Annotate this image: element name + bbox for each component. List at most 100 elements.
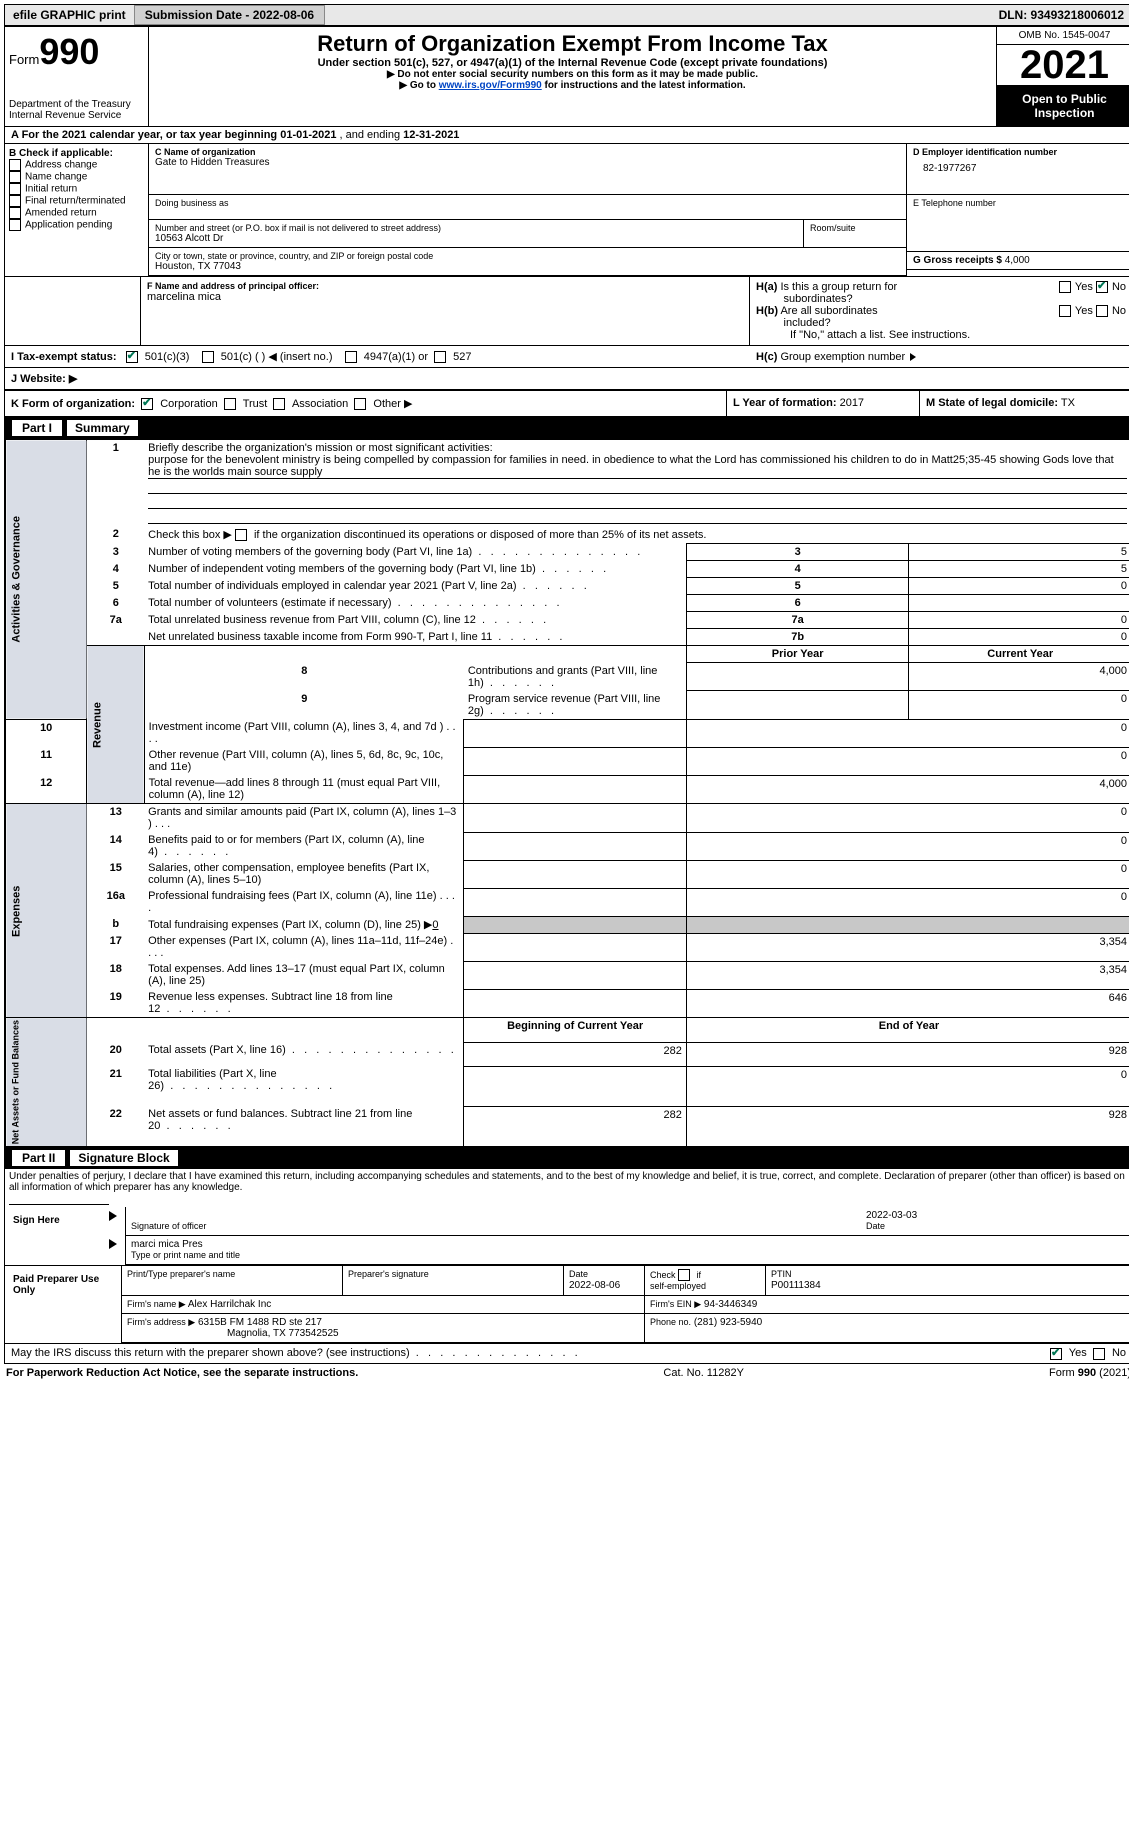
cb-527[interactable] (434, 351, 446, 363)
cb-name-change[interactable] (9, 171, 21, 183)
hb-note: If "No," attach a list. See instructions… (756, 329, 1126, 341)
sign-here-label: Sign Here (5, 1207, 101, 1265)
firm-addr1: 6315B FM 1488 RD ste 217 (198, 1317, 322, 1328)
cb-4947[interactable] (345, 351, 357, 363)
cb-discuss-no[interactable] (1093, 1348, 1105, 1360)
v12c: 4,000 (686, 775, 1129, 804)
paid-preparer-label: Paid Preparer Use Only (5, 1266, 122, 1343)
v21e: 0 (686, 1066, 1129, 1106)
footer-right: Form 990 (2021) (1049, 1367, 1129, 1379)
firm-phone: (281) 923-5940 (694, 1317, 762, 1328)
officer-typed-name: marci mica Pres (131, 1239, 203, 1250)
cb-association[interactable] (273, 398, 285, 410)
side-ag: Activities & Governance (6, 440, 87, 720)
cb-other[interactable] (354, 398, 366, 410)
cb-discontinued[interactable] (235, 529, 247, 541)
cb-ha-no[interactable] (1096, 281, 1108, 293)
form-number: 990 (39, 31, 99, 72)
street-address: 10563 Alcott Dr (155, 233, 797, 244)
subtitle-3: ▶ Go to www.irs.gov/Form990 for instruct… (153, 80, 992, 91)
city-value: Houston, TX 77043 (155, 261, 900, 272)
v5: 0 (909, 578, 1129, 595)
prep-date: 2022-08-06 (569, 1280, 620, 1291)
v16b: 0 (432, 919, 438, 931)
officer-label: F Name and address of principal officer: (147, 281, 743, 291)
v20b: 282 (464, 1042, 687, 1066)
col-b-checkboxes: B Check if applicable: Address change Na… (5, 144, 149, 276)
side-exp: Expenses (6, 804, 87, 1018)
room-label: Room/suite (810, 223, 900, 233)
state-domicile: TX (1061, 397, 1075, 409)
cb-amended-return[interactable] (9, 207, 21, 219)
gross-receipts-value: 4,000 (1005, 255, 1030, 266)
irs-link[interactable]: www.irs.gov/Form990 (439, 80, 542, 91)
penalties-text: Under penalties of perjury, I declare th… (5, 1169, 1129, 1207)
v17c: 3,354 (686, 933, 1129, 961)
v8c: 4,000 (909, 663, 1129, 691)
cb-corporation[interactable] (141, 398, 153, 410)
dept-label: Department of the Treasury (9, 99, 144, 110)
v3: 5 (909, 544, 1129, 561)
submission-date-button[interactable]: Submission Date - 2022-08-06 (134, 5, 325, 25)
footer: For Paperwork Reduction Act Notice, see … (4, 1364, 1129, 1382)
cb-discuss-yes[interactable] (1050, 1348, 1062, 1360)
phone-label: E Telephone number (913, 198, 1126, 208)
v20e: 928 (686, 1042, 1129, 1066)
firm-ein: 94-3446349 (704, 1299, 757, 1310)
cb-trust[interactable] (224, 398, 236, 410)
cb-ha-yes[interactable] (1059, 281, 1071, 293)
org-name: Gate to Hidden Treasures (155, 157, 900, 168)
v7b: 0 (909, 629, 1129, 646)
mission-text: purpose for the benevolent ministry is b… (148, 454, 1127, 479)
tax-exempt-label: I Tax-exempt status: (11, 351, 117, 363)
city-label: City or town, state or province, country… (155, 251, 900, 261)
part-2-bar: Part II Signature Block (5, 1147, 1129, 1169)
v6 (909, 595, 1129, 612)
form-of-org-label: K Form of organization: (11, 398, 135, 410)
ptin: P00111384 (771, 1280, 821, 1291)
year-formation: 2017 (840, 397, 864, 409)
cb-501c[interactable] (202, 351, 214, 363)
sign-here-block: Sign Here Signature of officer 2022-03-0… (5, 1207, 1129, 1265)
sign-date: 2022-03-03 (866, 1210, 917, 1221)
v18c: 3,354 (686, 961, 1129, 989)
tax-year: 2021 (997, 45, 1129, 86)
addr-label: Number and street (or P.O. box if mail i… (155, 223, 797, 233)
cb-hb-yes[interactable] (1059, 305, 1071, 317)
org-name-label: C Name of organization (155, 147, 900, 157)
v14c: 0 (686, 832, 1129, 860)
summary-table: Activities & Governance 1 Briefly descri… (5, 439, 1129, 1147)
cb-final-return[interactable] (9, 195, 21, 207)
dln-label: DLN: 93493218006012 (991, 5, 1129, 25)
v19c: 646 (686, 989, 1129, 1018)
discuss-row: May the IRS discuss this return with the… (5, 1343, 1129, 1362)
side-rev: Revenue (87, 646, 144, 804)
v9c: 0 (909, 691, 1129, 720)
tri-icon (910, 353, 916, 361)
cb-hb-no[interactable] (1096, 305, 1108, 317)
ein-value: 82-1977267 (913, 157, 1126, 174)
irs-label: Internal Revenue Service (9, 110, 144, 121)
form-word: Form (9, 52, 39, 67)
part-1-bar: Part I Summary (5, 417, 1129, 439)
cb-self-employed[interactable] (678, 1269, 690, 1281)
footer-left: For Paperwork Reduction Act Notice, see … (6, 1367, 358, 1379)
v11c: 0 (686, 747, 1129, 775)
v16c: 0 (686, 888, 1129, 916)
firm-addr2: Magnolia, TX 773542525 (227, 1328, 339, 1339)
v7a: 0 (909, 612, 1129, 629)
cb-initial-return[interactable] (9, 183, 21, 195)
paid-preparer-block: Paid Preparer Use Only Print/Type prepar… (5, 1265, 1129, 1343)
tri-icon (109, 1239, 117, 1249)
subtitle-2: ▶ Do not enter social security numbers o… (153, 69, 992, 80)
cb-address-change[interactable] (9, 159, 21, 171)
cb-501c3[interactable] (126, 351, 138, 363)
firm-name: Alex Harrilchak Inc (188, 1299, 271, 1310)
cb-application-pending[interactable] (9, 219, 21, 231)
open-inspection-label: Open to Public Inspection (997, 86, 1129, 126)
row-a-tax-year: A For the 2021 calendar year, or tax yea… (5, 127, 1129, 144)
form-title: Return of Organization Exempt From Incom… (153, 31, 992, 57)
gross-receipts-label: G Gross receipts $ (913, 255, 1002, 266)
v15c: 0 (686, 860, 1129, 888)
dba-label: Doing business as (155, 198, 900, 208)
